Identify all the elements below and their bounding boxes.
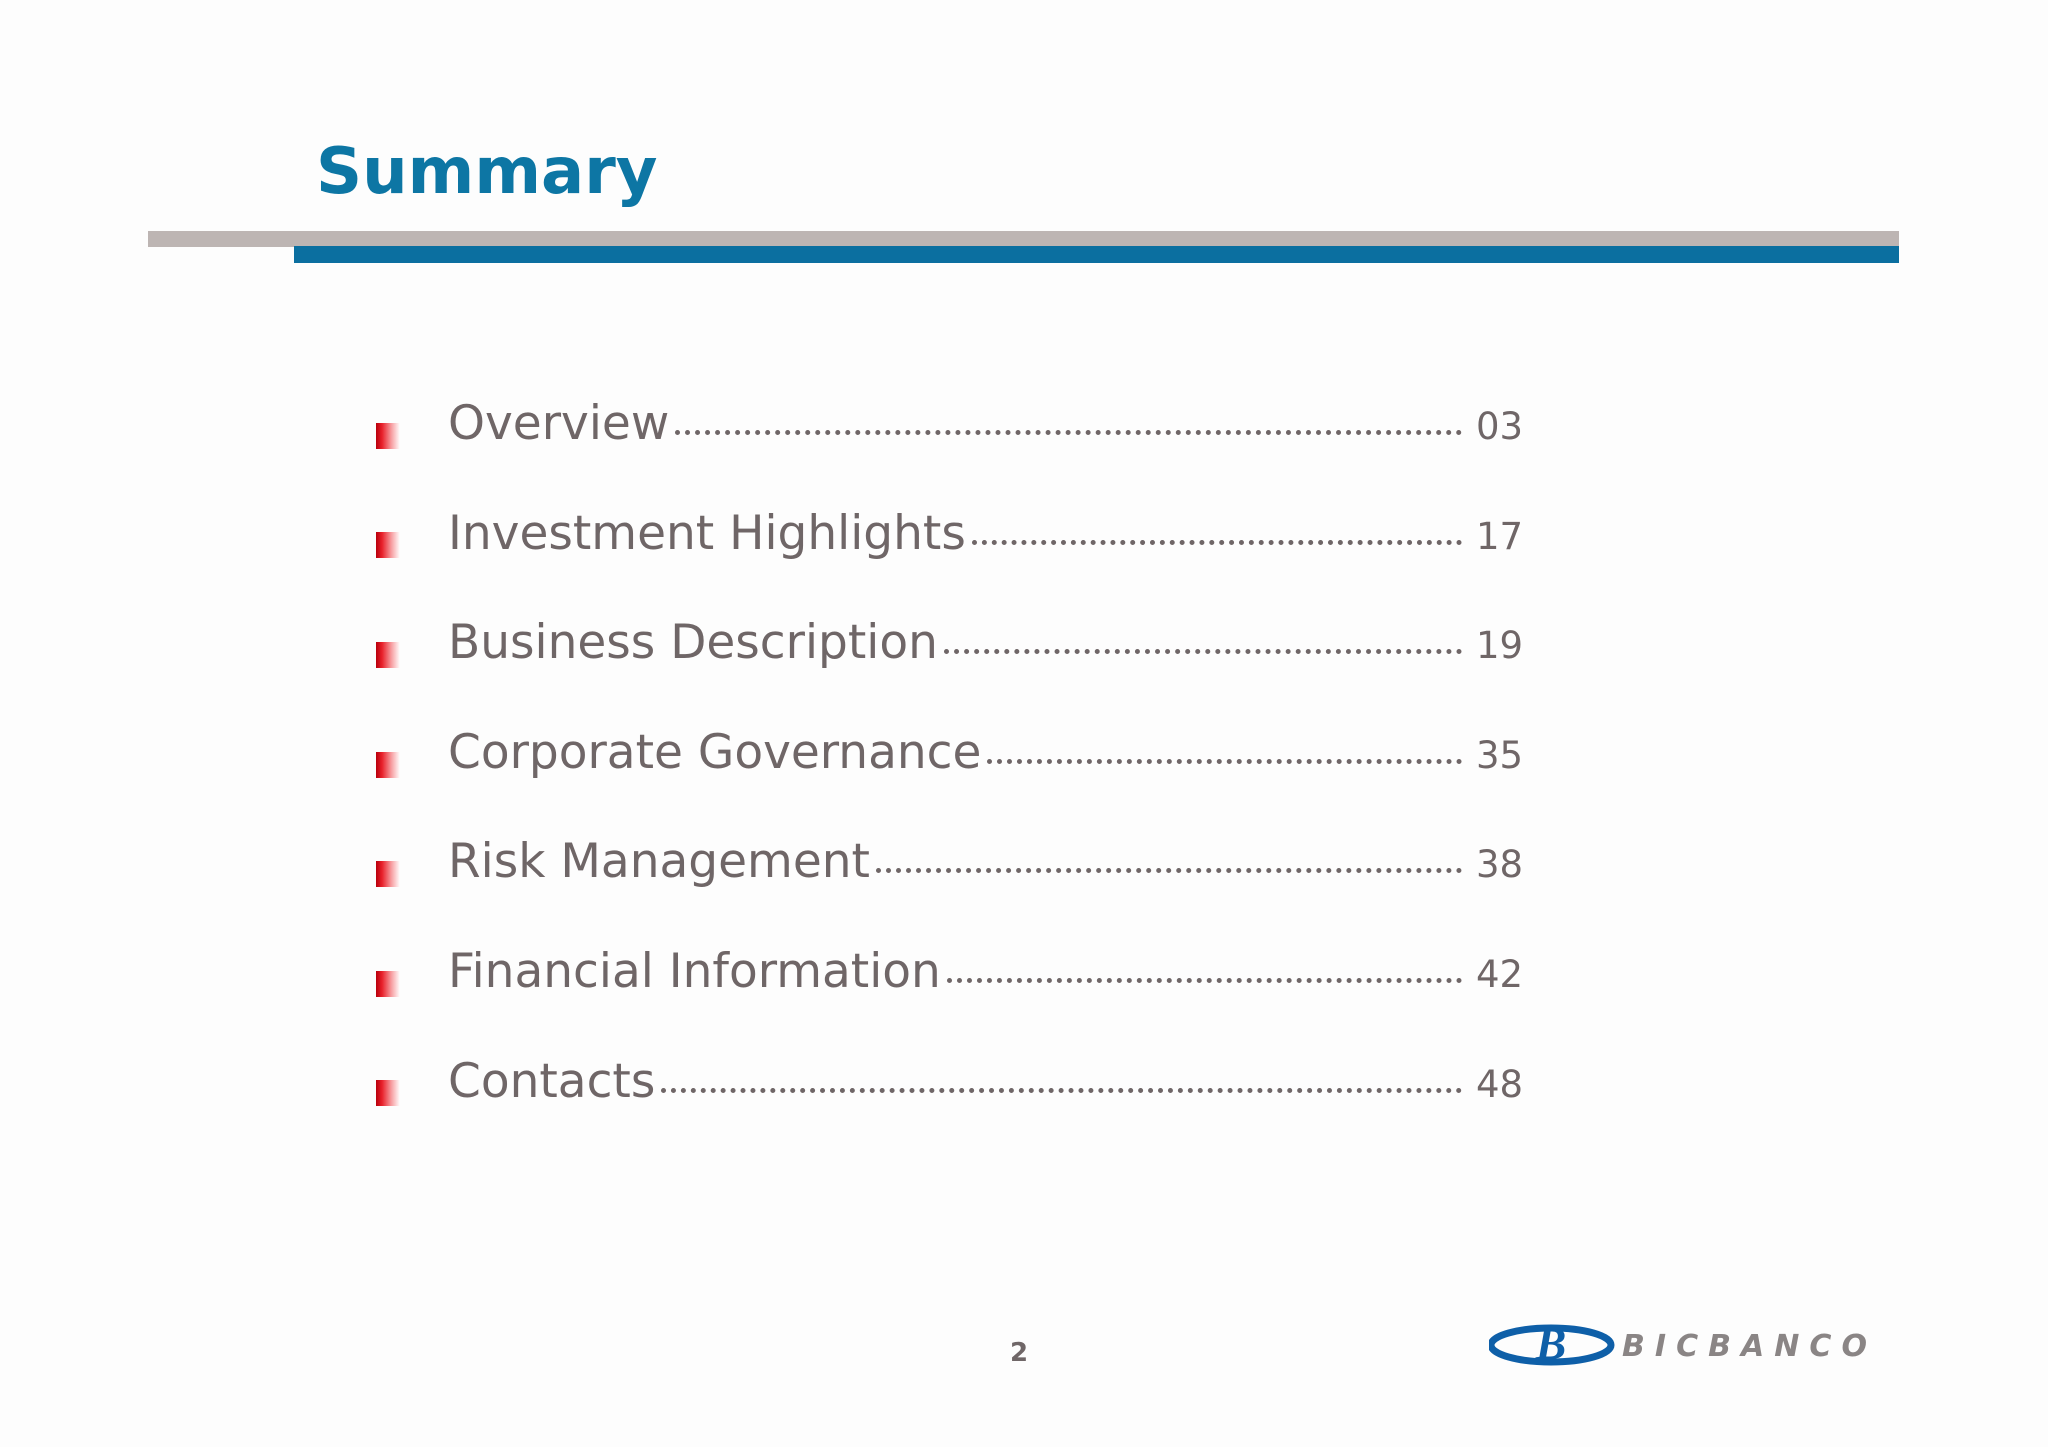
dot-leader xyxy=(943,649,1462,655)
bullet xyxy=(376,751,400,778)
toc-label: Business Description xyxy=(448,615,938,671)
dot-leader xyxy=(987,758,1462,764)
dot-leader xyxy=(661,1087,1462,1093)
toc-page: 42 xyxy=(1476,952,1524,996)
bullet xyxy=(376,532,400,559)
logo-mark: B xyxy=(1535,1320,1567,1369)
dot-leader xyxy=(875,868,1462,874)
toc-label: Investment Highlights xyxy=(448,505,966,561)
bullet xyxy=(376,1080,400,1107)
bullet xyxy=(376,970,400,997)
toc-item: Business Description 19 xyxy=(376,615,1526,725)
blue-rule xyxy=(294,246,1899,263)
toc-item: Financial Information 42 xyxy=(376,944,1526,1054)
gray-rule xyxy=(148,231,1899,247)
bullet xyxy=(376,422,400,449)
bullet xyxy=(376,861,400,888)
page-number: 2 xyxy=(1010,1338,1029,1368)
dot-leader xyxy=(971,539,1462,545)
logo-ring xyxy=(1489,1324,1615,1366)
toc-item: Corporate Governance 35 xyxy=(376,725,1526,835)
dot-leader xyxy=(946,977,1462,983)
toc-page: 19 xyxy=(1476,624,1524,668)
toc-label: Corporate Governance xyxy=(448,724,982,780)
toc-page: 35 xyxy=(1476,733,1524,777)
toc-label: Financial Information xyxy=(448,943,941,999)
toc-label: Overview xyxy=(448,396,670,451)
logo: B BICBANCO xyxy=(1489,1320,1867,1369)
toc-label: Contacts xyxy=(448,1053,656,1109)
toc-item: Risk Management 38 xyxy=(376,834,1526,944)
toc-item: Investment Highlights 17 xyxy=(376,506,1526,616)
toc-page: 48 xyxy=(1476,1062,1524,1106)
bullet xyxy=(376,641,400,668)
toc-item: Contacts 48 xyxy=(376,1054,1526,1164)
toc-page: 17 xyxy=(1476,514,1524,558)
toc-page: 38 xyxy=(1476,843,1524,887)
toc-page: 03 xyxy=(1476,405,1524,448)
table-of-contents: Overview 03 Investment Highlights 17 Busines… xyxy=(376,396,1526,1163)
logo-text: BICBANCO xyxy=(1622,1329,1867,1364)
title: Summary xyxy=(316,135,658,209)
toc-item: Overview 03 xyxy=(376,396,1526,506)
dot-leader xyxy=(675,430,1462,435)
toc-label: Risk Management xyxy=(448,834,870,890)
